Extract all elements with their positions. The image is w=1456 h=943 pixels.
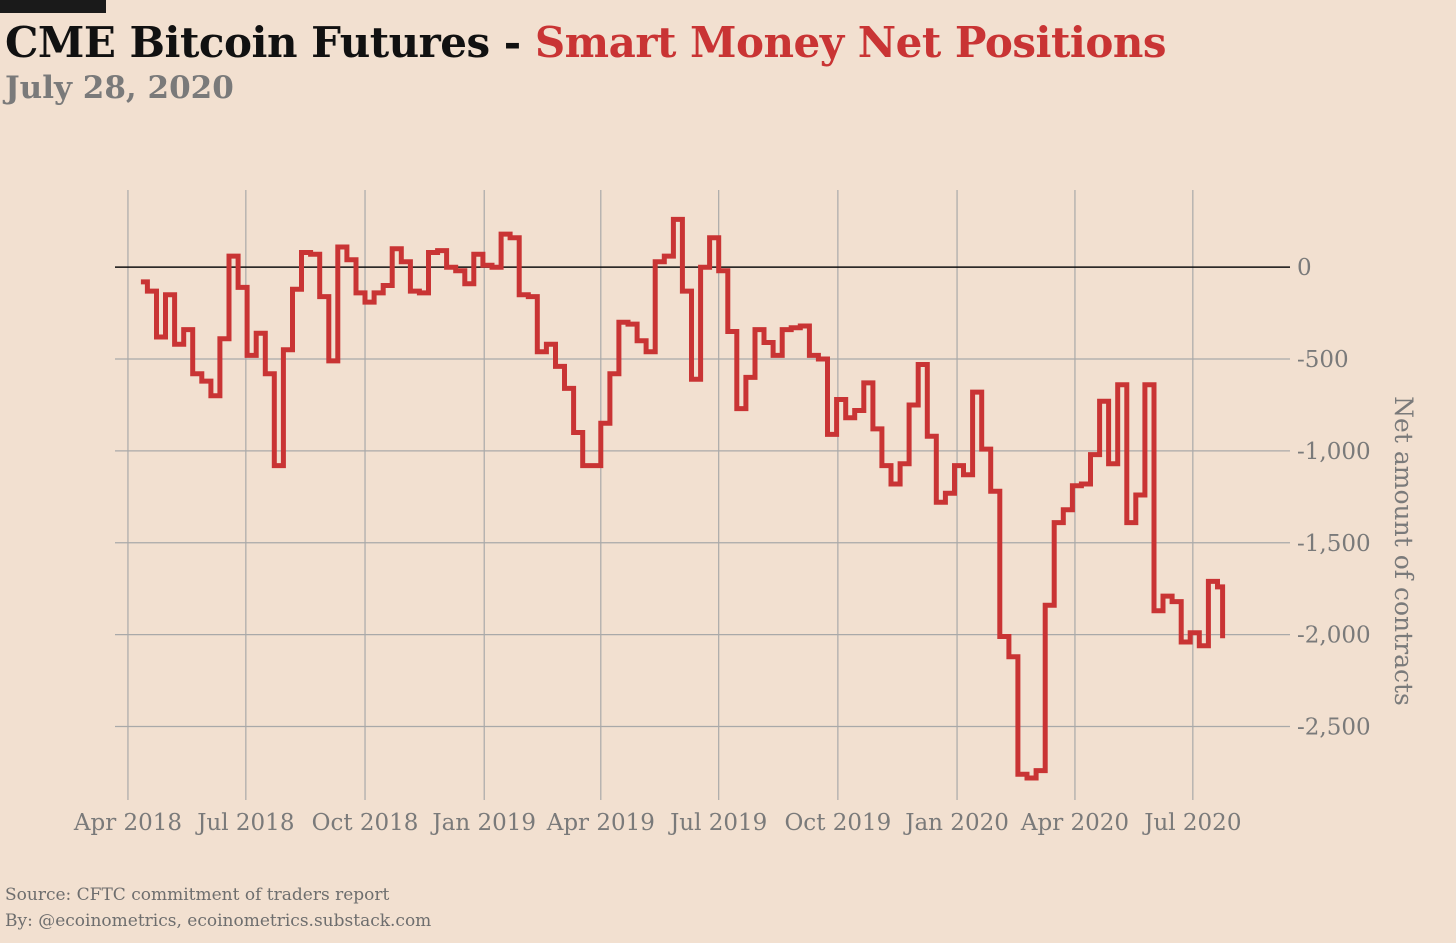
page-title: CME Bitcoin Futures - Smart Money Net Po… (5, 18, 1167, 67)
x-tick-label: Apr 2019 (546, 810, 655, 836)
x-tick-label: Oct 2019 (784, 810, 891, 836)
y-tick-label: -500 (1297, 347, 1349, 373)
y-tick-label: 0 (1297, 255, 1312, 281)
series-group (140, 216, 1226, 781)
y-axis-label: Net amount of contracts (1389, 396, 1418, 706)
source-note: Source: CFTC commitment of traders repor… (5, 885, 390, 905)
y-tick-label: -1,000 (1297, 439, 1371, 465)
byline: By: @ecoinometrics, ecoinometrics.substa… (5, 911, 432, 931)
x-tick-label: Jul 2018 (195, 810, 294, 836)
y-axis-tick-labels: 0 -500 -1,000 -1,500 -2,000 -2,500 (1297, 255, 1371, 740)
x-tick-label: Apr 2018 (73, 810, 182, 836)
series-line (140, 216, 1226, 781)
grid-lines (115, 190, 1290, 800)
x-tick-label: Jul 2019 (668, 810, 767, 836)
x-tick-label: Apr 2020 (1020, 810, 1129, 836)
title-highlight: Smart Money Net Positions (534, 18, 1167, 67)
y-tick-label: -1,500 (1297, 531, 1371, 557)
x-axis-tick-labels: Apr 2018 Jul 2018 Oct 2018 Jan 2019 Apr 2019… (73, 810, 1242, 836)
y-tick-label: -2,500 (1297, 715, 1371, 741)
top-accent-bar (0, 0, 106, 13)
x-tick-label: Jan 2019 (430, 810, 536, 836)
x-tick-label: Oct 2018 (312, 810, 419, 836)
x-tick-label: Jul 2020 (1142, 810, 1241, 836)
title-main: CME Bitcoin Futures - (5, 18, 535, 67)
chart-date: July 28, 2020 (5, 70, 234, 106)
y-tick-label: -2,000 (1297, 623, 1371, 649)
x-tick-label: Jan 2020 (903, 810, 1009, 836)
